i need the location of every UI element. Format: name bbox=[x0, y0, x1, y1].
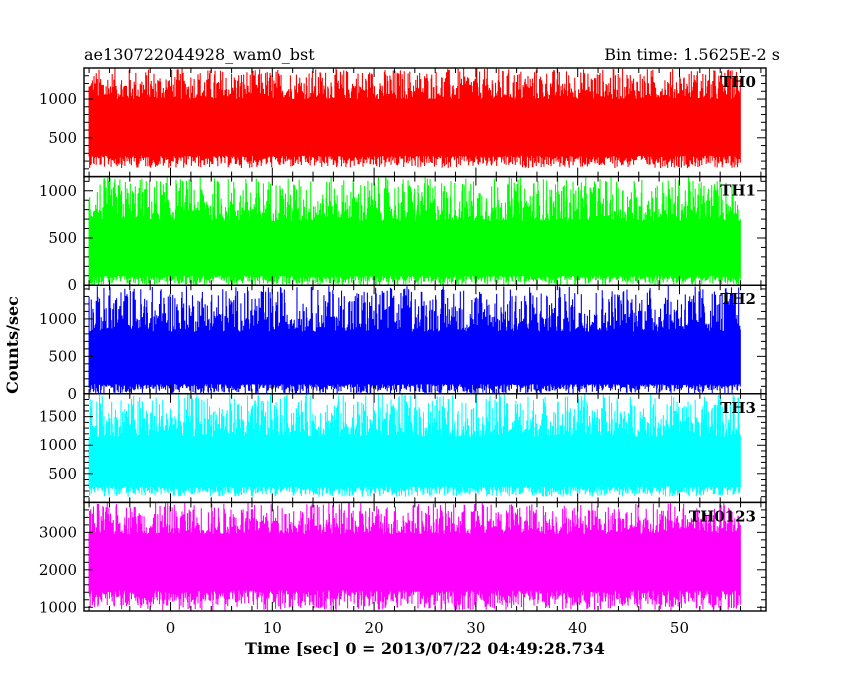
panel-label-th0: TH0 bbox=[720, 73, 756, 91]
y-tick-label: 1000 bbox=[39, 310, 77, 328]
panel-label-th0123: TH0123 bbox=[689, 507, 756, 525]
x-tick-label: 0 bbox=[166, 619, 176, 637]
x-tick-label: 30 bbox=[466, 619, 485, 637]
y-axis-label: Counts/sec bbox=[3, 296, 22, 394]
x-axis: 0 10 20 30 40 50 bbox=[166, 619, 689, 637]
panel-label-th1: TH1 bbox=[720, 182, 756, 200]
y-tick-label: 500 bbox=[48, 229, 77, 247]
series-line-th0 bbox=[88, 68, 741, 169]
series-line-th3 bbox=[88, 393, 741, 497]
y-tick-label: 500 bbox=[48, 465, 77, 483]
panel-th0123: 1000 2000 3000 TH0123 bbox=[39, 501, 767, 616]
panel-frame bbox=[83, 501, 767, 612]
y-tick-label: 1000 bbox=[39, 182, 77, 200]
panel-th2: 0 500 1000 TH2 bbox=[39, 284, 767, 403]
x-tick-label: 50 bbox=[670, 619, 689, 637]
panel-th0: 500 1000 TH0 bbox=[39, 67, 767, 178]
y-tick-label: 500 bbox=[48, 347, 77, 365]
panel-th3: 500 1000 1500 TH3 bbox=[39, 393, 767, 504]
y-tick-label: 1000 bbox=[39, 90, 77, 108]
y-tick-label: 0 bbox=[67, 276, 77, 294]
x-tick-label: 20 bbox=[365, 619, 384, 637]
chart-title-left: ae130722044928_wam0_bst bbox=[84, 45, 315, 64]
series-line-th0123 bbox=[88, 502, 741, 611]
x-tick-label: 40 bbox=[568, 619, 587, 637]
series-line-th2 bbox=[88, 285, 741, 394]
panel-th1: 0 500 1000 TH1 bbox=[39, 175, 767, 294]
y-tick-label: 1500 bbox=[39, 408, 77, 426]
y-tick-label: 2000 bbox=[39, 561, 77, 579]
y-tick-label: 0 bbox=[67, 385, 77, 403]
y-tick-label: 3000 bbox=[39, 523, 77, 541]
y-tick-label: 1000 bbox=[39, 436, 77, 454]
x-tick-label: 10 bbox=[263, 619, 282, 637]
y-tick-label: 500 bbox=[48, 129, 77, 147]
panel-label-th3: TH3 bbox=[720, 399, 756, 417]
x-axis-label: Time [sec] 0 = 2013/07/22 04:49:28.734 bbox=[245, 639, 605, 658]
panel-label-th2: TH2 bbox=[720, 290, 756, 308]
y-tick-label: 1000 bbox=[39, 598, 77, 616]
series-line-th1 bbox=[88, 176, 741, 286]
chart-title-right: Bin time: 1.5625E-2 s bbox=[604, 45, 780, 64]
